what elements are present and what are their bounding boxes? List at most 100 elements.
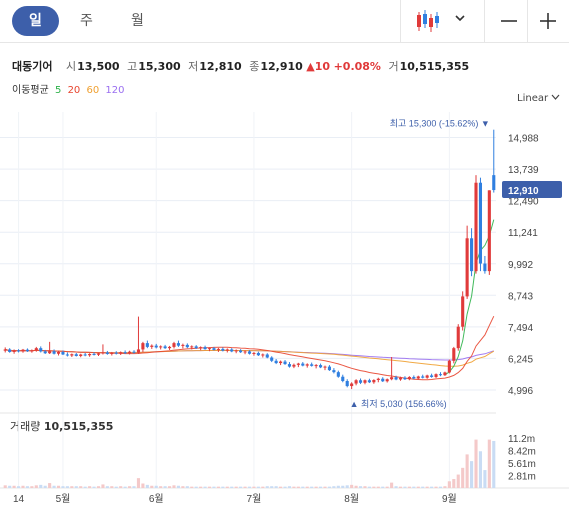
volume-bar (243, 486, 247, 488)
scale-mode-selector[interactable]: Linear (517, 93, 560, 104)
candle-body (48, 351, 52, 354)
candle-body (119, 352, 123, 354)
volume-bar (34, 485, 38, 488)
candle-body (385, 379, 389, 382)
moving-average-legend[interactable]: 이동평균 5 20 60 120 (12, 81, 128, 96)
high-label: 고 (127, 60, 138, 73)
ma-60-line (5, 348, 495, 367)
candle-body (305, 364, 309, 366)
low-annotation: ▲ 최저 5,030 (156.66%) (350, 399, 447, 409)
volume-bar (483, 470, 487, 488)
ma-5: 5 (55, 85, 62, 96)
volume-bar (92, 486, 96, 488)
candle-body (296, 363, 300, 365)
volume-bar (274, 486, 278, 488)
volume-bar (132, 486, 136, 488)
ma-120-line (5, 348, 494, 361)
candle-body (199, 347, 203, 349)
candle-body (141, 343, 145, 350)
volume-bar (74, 486, 78, 488)
stock-name: 대동기어 (12, 60, 53, 73)
candle-body (230, 349, 234, 352)
candle-body (239, 350, 243, 353)
volume-bar (332, 486, 336, 488)
candle-body (221, 348, 225, 351)
volume-bar (194, 486, 198, 488)
candle-body (452, 348, 456, 361)
volume-bar (452, 479, 456, 488)
chart-type-selector[interactable] (412, 6, 472, 36)
volume-value: 10,515,355 (399, 60, 470, 73)
volume-bar (30, 486, 34, 488)
volume-bar (136, 478, 141, 488)
volume-bar (416, 486, 420, 488)
volume-bar (492, 440, 496, 488)
ma-60: 60 (86, 85, 100, 96)
volume-bar (350, 484, 354, 488)
candle-body (310, 364, 314, 366)
low-label: 저 (188, 60, 199, 73)
candle-body (270, 357, 274, 361)
volume-bar (487, 439, 491, 488)
candle-body (159, 346, 163, 348)
candle-body (261, 354, 265, 356)
candle-body (483, 263, 487, 272)
volume-bar (265, 486, 269, 488)
candle-body (216, 348, 220, 350)
candle-body (381, 378, 385, 382)
tab-daily[interactable]: 일 (12, 6, 59, 36)
volume-bar (101, 484, 105, 488)
ma-20: 20 (67, 85, 81, 96)
candle-body (207, 348, 212, 350)
candle-body (136, 349, 141, 353)
candle-body (65, 354, 69, 356)
candle-body (101, 352, 105, 354)
candle-body (70, 354, 74, 356)
volume-bar (474, 439, 478, 488)
candle-body (194, 346, 198, 349)
volume-bar (247, 486, 252, 488)
candle-body (416, 376, 420, 379)
tab-weekly[interactable]: 주 (80, 13, 93, 29)
zoom-out-button[interactable] (496, 8, 522, 34)
volume-bar (261, 486, 265, 488)
volume-bar (381, 486, 385, 488)
volume-bar (176, 485, 180, 488)
candle-body (3, 349, 7, 351)
candle-body (172, 343, 176, 347)
zoom-in-button[interactable] (535, 8, 561, 34)
candle-body (327, 366, 332, 371)
date-tick-label: 8월 (344, 493, 359, 505)
volume-bar (190, 486, 194, 488)
candlestick-icon (417, 10, 439, 32)
candle-body (398, 377, 403, 380)
tab-monthly[interactable]: 월 (131, 13, 144, 29)
volume-bar (119, 486, 123, 488)
volume-bar (456, 474, 460, 488)
candle-body (181, 344, 185, 346)
volume-bar (39, 484, 43, 488)
volume-bar (141, 483, 145, 488)
candle-body (363, 380, 367, 383)
price-tick-label: 9,992 (508, 260, 533, 271)
plus-icon (540, 13, 556, 29)
high-value: 15,300 (138, 60, 181, 73)
volume-bar (430, 486, 434, 488)
candle-body (265, 354, 269, 358)
volume-bar (12, 485, 16, 488)
volume-bar (128, 486, 132, 488)
volume-bar (52, 485, 56, 488)
date-tick-label: 6월 (149, 493, 164, 505)
volume-title: 거래량 10,515,355 (10, 418, 113, 434)
volume-bar (358, 486, 363, 488)
candle-body (279, 361, 283, 364)
volume-tick-label: 5.61m (508, 459, 536, 470)
candle-body (345, 381, 349, 387)
volume-bar (88, 486, 92, 488)
candle-body (301, 363, 305, 366)
date-tick-label: 14 (13, 494, 25, 505)
volume-title-value: 10,515,355 (43, 420, 114, 433)
candle-body (225, 349, 229, 351)
candle-body (61, 351, 65, 355)
